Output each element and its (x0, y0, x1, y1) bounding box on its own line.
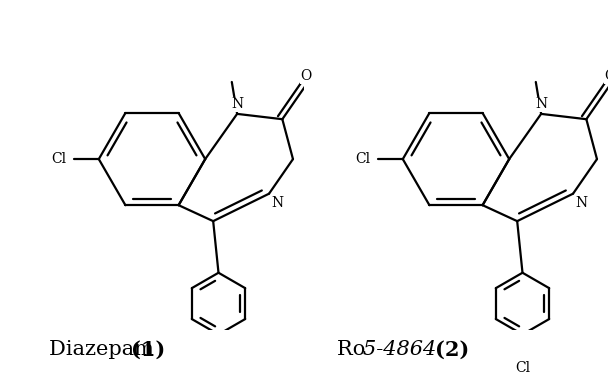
Text: Ro: Ro (337, 340, 372, 359)
Text: Cl: Cl (51, 152, 66, 166)
Text: N: N (272, 196, 284, 210)
Text: N: N (535, 97, 547, 111)
Text: (1): (1) (131, 340, 165, 360)
Text: N: N (231, 97, 243, 111)
Text: Diazepam: Diazepam (49, 340, 161, 359)
Text: Cl: Cl (355, 152, 370, 166)
Text: N: N (576, 196, 588, 210)
Text: O: O (300, 69, 312, 83)
Text: O: O (604, 69, 608, 83)
Text: (2): (2) (435, 340, 469, 360)
Text: 5-4864: 5-4864 (363, 340, 443, 359)
Text: Cl: Cl (515, 361, 530, 375)
